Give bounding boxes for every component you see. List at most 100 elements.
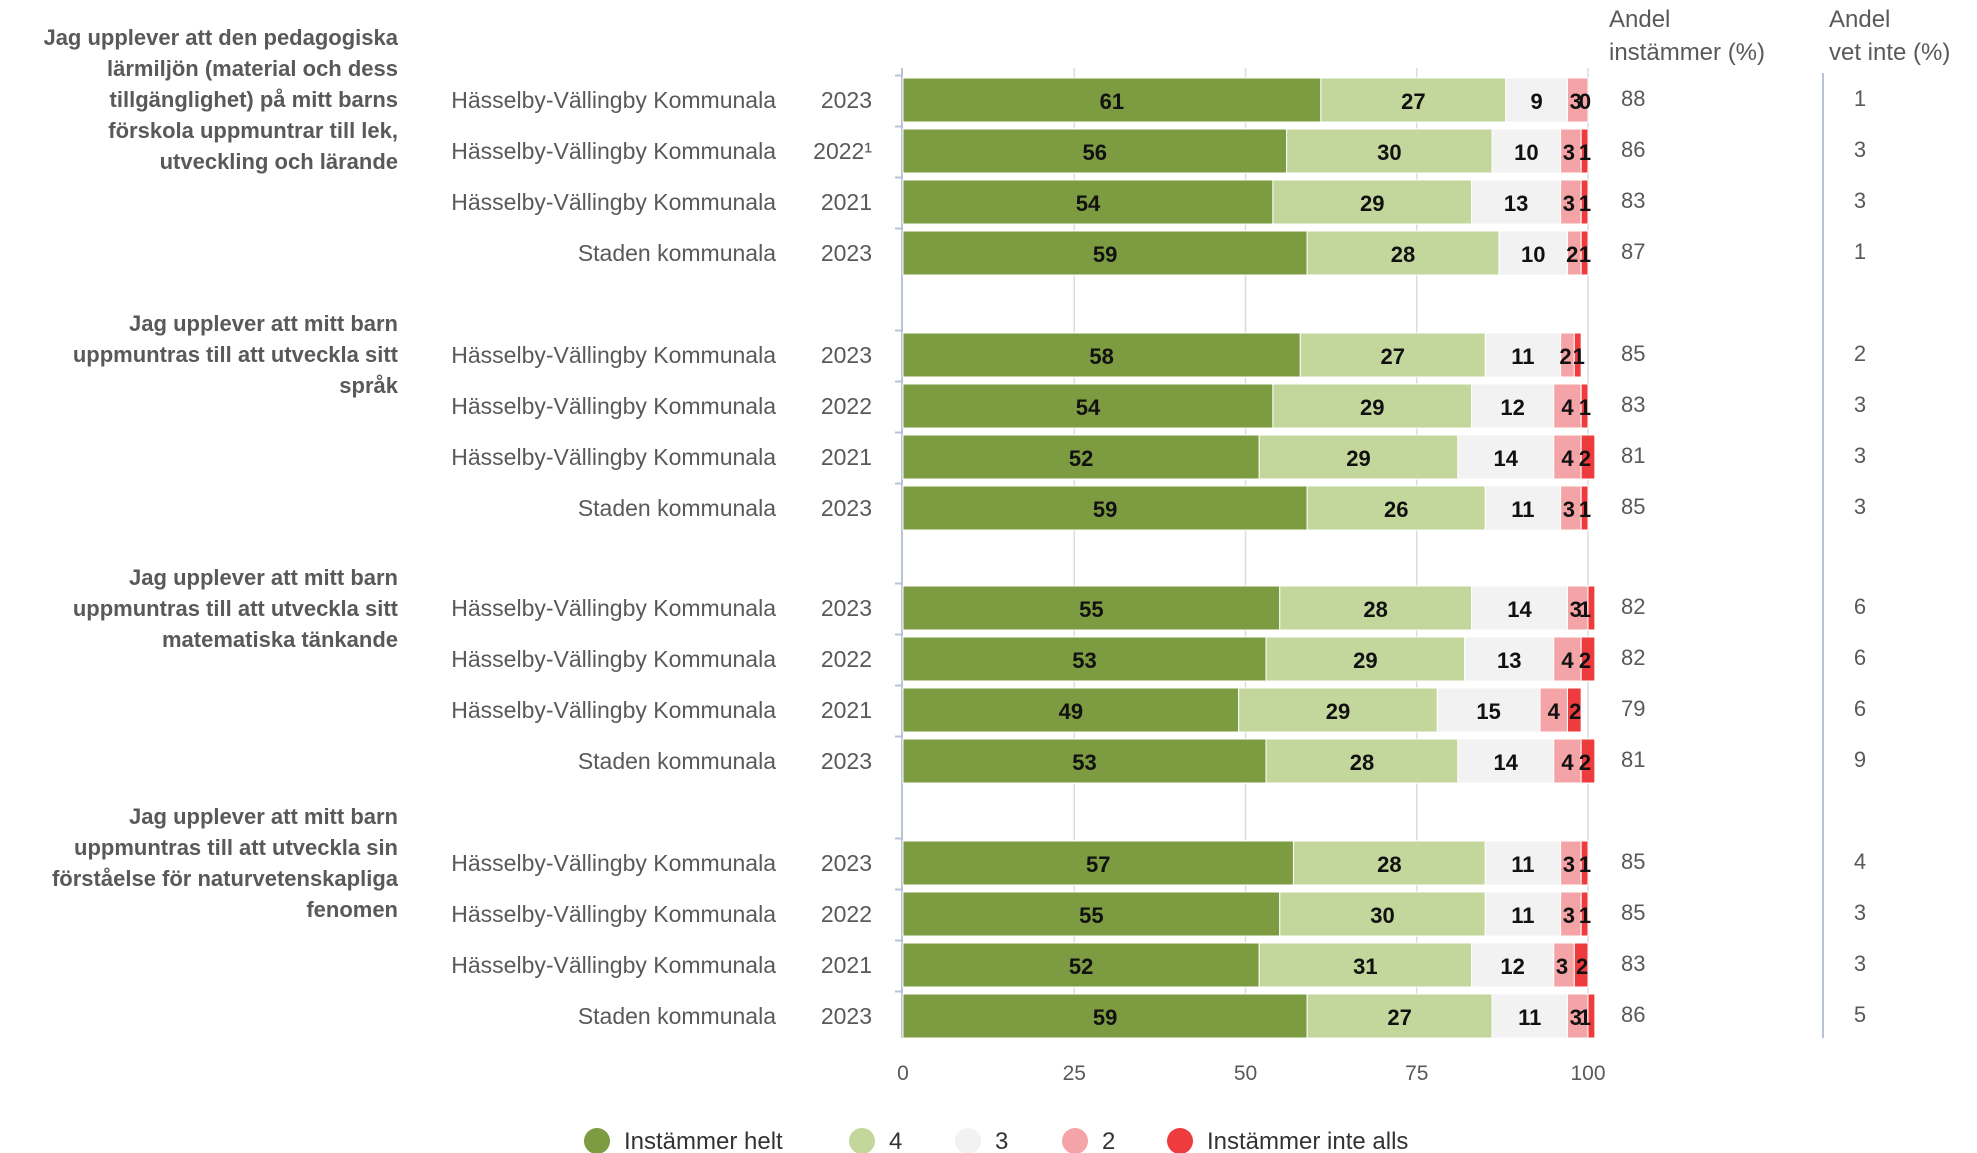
segment-label: 29 xyxy=(1346,446,1370,471)
segment-label: 2 xyxy=(1566,242,1578,267)
bar-row: Hässelby-Vällingby Kommunala 2022 53 29 13 4 2 xyxy=(451,633,1596,682)
segment-label: 12 xyxy=(1500,954,1524,979)
question-title-line: uppmuntras till att utveckla sin xyxy=(74,835,398,860)
bar-row: Hässelby-Vällingby Kommunala 2021 52 29 14 4 2 xyxy=(451,431,1596,480)
agree-value: 81 xyxy=(1621,443,1645,468)
segment-label: 2 xyxy=(1579,648,1591,673)
row-label: Hässelby-Vällingby Kommunala xyxy=(451,901,776,927)
bar-segment xyxy=(1566,77,1589,123)
segment-label: 59 xyxy=(1093,497,1117,522)
segment-label: 10 xyxy=(1521,242,1545,267)
row-year: 2022 xyxy=(821,901,872,927)
legend: Instämmer helt 4 3 2 Instämmer inte alls xyxy=(584,1128,1408,1153)
bar-row: Staden kommunala 2023 59 27 11 31 xyxy=(578,990,1596,1039)
bar-segment xyxy=(902,585,1281,631)
dontknow-value: 5 xyxy=(1854,1002,1866,1027)
agree-value: 85 xyxy=(1621,341,1645,366)
segment-label: 1 xyxy=(1579,903,1591,928)
segment-label: 11 xyxy=(1511,903,1534,928)
bar-segment xyxy=(902,485,1308,531)
segment-label: 3 xyxy=(1563,191,1575,216)
bar-row: Hässelby-Vällingby Kommunala 2023 57 28 11 3 1 xyxy=(451,837,1591,886)
row-label: Hässelby-Vällingby Kommunala xyxy=(451,595,776,621)
bar-segment xyxy=(1484,891,1562,937)
segment-label: 26 xyxy=(1384,497,1408,522)
dontknow-value: 3 xyxy=(1854,951,1866,976)
segment-label: 12 xyxy=(1500,395,1524,420)
row-label: Hässelby-Vällingby Kommunala xyxy=(451,646,776,672)
segment-label: 3 xyxy=(1563,903,1575,928)
question-title: Jag upplever att mitt barn uppmuntras til… xyxy=(73,565,399,652)
dontknow-value: 3 xyxy=(1854,137,1866,162)
bar-segment xyxy=(902,891,1281,937)
bar-row: Staden kommunala 2023 59 28 10 2 1 xyxy=(578,227,1591,276)
bar-segment xyxy=(902,77,1322,123)
bar-row: Staden kommunala 2023 59 26 11 3 1 xyxy=(578,482,1591,531)
bar-row: Hässelby-Vällingby Kommunala 2023 55 28 14 31 xyxy=(451,582,1596,631)
row-label: Hässelby-Vällingby Kommunala xyxy=(451,138,776,164)
segment-label: 15 xyxy=(1476,699,1500,724)
segment-label: 9 xyxy=(1531,89,1543,114)
bar-row: Hässelby-Vällingby Kommunala 2022 54 29 12 4 1 xyxy=(451,380,1591,429)
bar-segment xyxy=(902,840,1294,886)
dontknow-header: Andel xyxy=(1829,6,1890,33)
segment-label: 28 xyxy=(1350,750,1374,775)
bar-segment xyxy=(1553,434,1582,480)
segment-label: 3 xyxy=(1563,852,1575,877)
question-title-line: förståelse för naturvetenskapliga xyxy=(52,866,399,891)
bar-row: Hässelby-Vällingby Kommunala 2021 52 31 12 3 2 xyxy=(451,939,1589,988)
bar-segment xyxy=(1299,332,1486,378)
segment-label: 28 xyxy=(1363,597,1387,622)
bar-segment xyxy=(1238,687,1438,733)
segment-label: 57 xyxy=(1086,852,1110,877)
segment-label: 4 xyxy=(1561,395,1574,420)
bar-segment xyxy=(1292,840,1486,886)
bar-segment xyxy=(902,636,1267,682)
row-label: Hässelby-Vällingby Kommunala xyxy=(451,87,776,113)
segment-label: 53 xyxy=(1072,750,1096,775)
bar-row: Hässelby-Vällingby Kommunala 2021 49 29 15 4 2 xyxy=(451,684,1582,733)
bar-segment xyxy=(1471,585,1568,631)
bar-segment xyxy=(1471,179,1562,225)
question-title-line: matematiska tänkande xyxy=(162,627,398,652)
bar-segment xyxy=(1471,383,1555,429)
x-axis: 0 25 50 75 100 xyxy=(897,1062,1605,1085)
segment-label: 11 xyxy=(1518,1005,1541,1030)
bar-segment xyxy=(1272,179,1473,225)
segment-label: 11 xyxy=(1511,344,1534,369)
legend-item: 3 xyxy=(955,1128,1008,1153)
row-label: Staden kommunala xyxy=(578,1003,776,1029)
row-label: Hässelby-Vällingby Kommunala xyxy=(451,444,776,470)
row-year: 2021 xyxy=(821,189,872,215)
segment-label: 55 xyxy=(1079,597,1103,622)
question-title-line: fenomen xyxy=(306,897,398,922)
dontknow-value: 6 xyxy=(1854,594,1866,619)
agree-value: 85 xyxy=(1621,900,1645,925)
segment-label: 31 xyxy=(1353,954,1377,979)
agree-value: 88 xyxy=(1621,86,1645,111)
bar-segment xyxy=(1580,636,1596,682)
dontknow-value: 3 xyxy=(1854,443,1866,468)
legend-label: Instämmer helt xyxy=(624,1128,783,1153)
segment-label: 11 xyxy=(1511,852,1534,877)
legend-swatch xyxy=(849,1128,875,1153)
question-title: Jag upplever att mitt barn uppmuntras til… xyxy=(52,804,399,922)
bar-segment xyxy=(1457,738,1555,784)
summary-columns: 88 1 86 3 83 3 87 1 85 2 83 3 81 3 85 3 82 6 82 6 79 6 81 9 85 4 8… xyxy=(1609,6,1950,1038)
bar-segment xyxy=(1573,942,1589,988)
segment-label: 11 xyxy=(1511,497,1534,522)
bar-segment xyxy=(1573,332,1582,378)
question-title: Jag upplever att mitt barn uppmuntras til… xyxy=(73,311,399,398)
bar-rows: Hässelby-Vällingby Kommunala 2023 61 27 9 30H… xyxy=(451,74,1596,1039)
segment-label: 1 xyxy=(1579,597,1591,622)
row-year: 2023 xyxy=(821,240,872,266)
legend-item: Instämmer inte alls xyxy=(1167,1128,1408,1153)
row-label: Hässelby-Vällingby Kommunala xyxy=(451,697,776,723)
bar-segment xyxy=(902,942,1260,988)
agree-value: 86 xyxy=(1621,1002,1645,1027)
row-year: 2021 xyxy=(821,952,872,978)
segment-label: 29 xyxy=(1360,191,1384,216)
question-title-line: Jag upplever att den pedagogiska xyxy=(43,25,398,50)
legend-item: 4 xyxy=(849,1128,902,1153)
segment-label: 2 xyxy=(1559,344,1571,369)
